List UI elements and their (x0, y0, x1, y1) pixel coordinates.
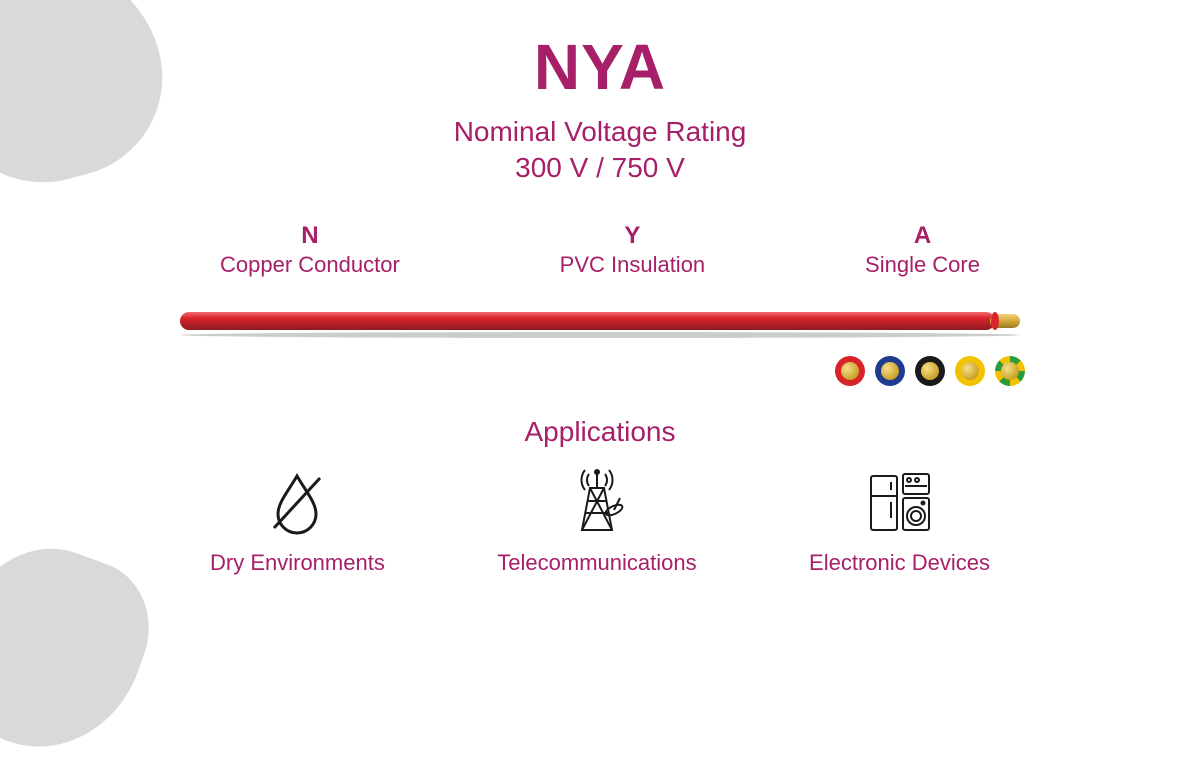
code-letter: A (865, 222, 980, 250)
app-label: Dry Environments (210, 550, 385, 576)
swatch-yellow (955, 356, 985, 386)
app-dry-environments: Dry Environments (210, 468, 385, 576)
code-desc: PVC Insulation (560, 252, 706, 278)
code-letter: Y (560, 222, 706, 250)
app-label: Electronic Devices (809, 550, 990, 576)
applications-row: Dry Environments (210, 468, 990, 576)
voltage-values: 300 V / 750 V (515, 152, 685, 183)
swatch-red (835, 356, 865, 386)
code-n: N Copper Conductor (220, 222, 400, 278)
applications-heading: Applications (525, 416, 676, 448)
code-y: Y PVC Insulation (560, 222, 706, 278)
app-label: Telecommunications (497, 550, 696, 576)
infographic-container: NYA Nominal Voltage Rating 300 V / 750 V… (0, 0, 1200, 670)
code-a: A Single Core (865, 222, 980, 278)
swatch-green-yellow (995, 356, 1025, 386)
code-desc: Copper Conductor (220, 252, 400, 278)
cable-svg (175, 308, 1025, 338)
app-electronic-devices: Electronic Devices (809, 468, 990, 576)
code-breakdown: N Copper Conductor Y PVC Insulation A Si… (220, 222, 980, 278)
no-water-icon (262, 468, 332, 538)
voltage-label: Nominal Voltage Rating (454, 116, 747, 147)
appliances-icon (865, 468, 935, 538)
code-desc: Single Core (865, 252, 980, 278)
swatch-black (915, 356, 945, 386)
antenna-tower-icon (562, 468, 632, 538)
cable-illustration (175, 308, 1025, 386)
voltage-rating: Nominal Voltage Rating 300 V / 750 V (454, 114, 747, 187)
color-swatches (835, 356, 1025, 386)
code-letter: N (220, 222, 400, 250)
product-title: NYA (534, 30, 666, 104)
app-telecommunications: Telecommunications (497, 468, 696, 576)
swatch-blue (875, 356, 905, 386)
